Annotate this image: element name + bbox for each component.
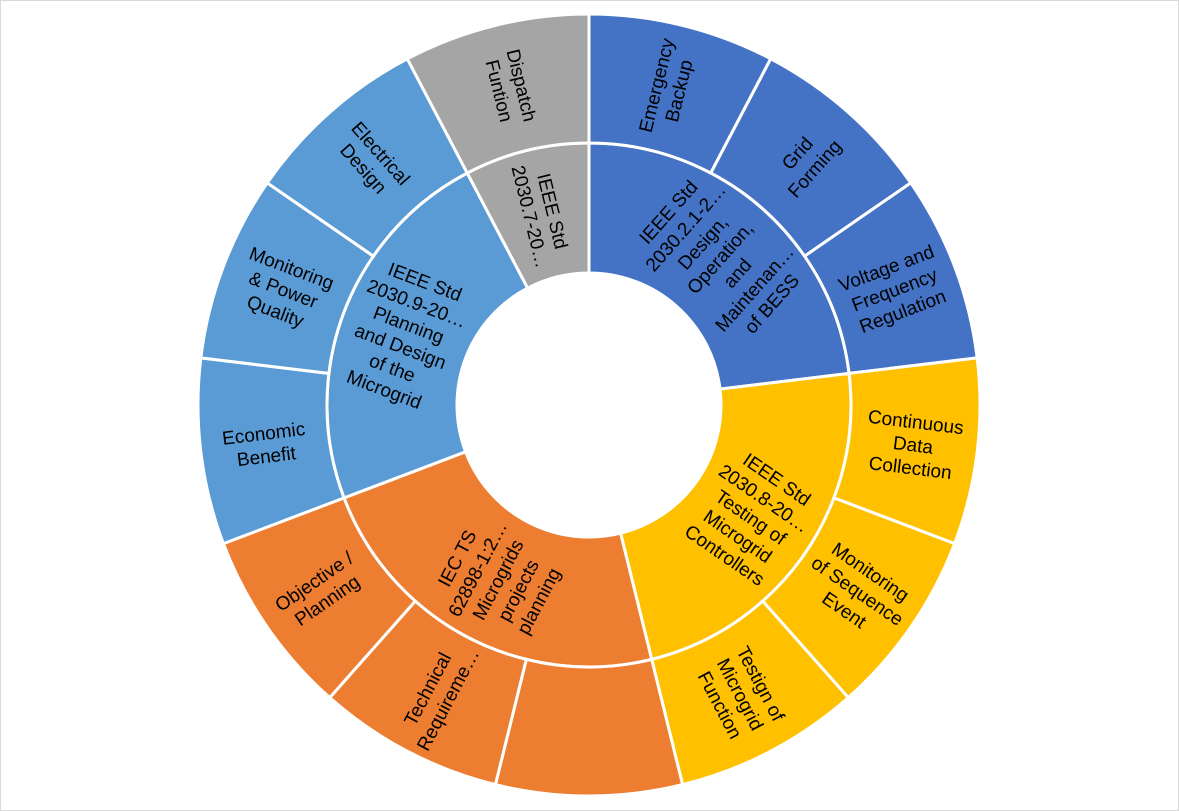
label-line: Data (892, 433, 935, 459)
outer-segment[interactable] (493, 657, 685, 798)
outer-segment[interactable] (405, 12, 591, 176)
